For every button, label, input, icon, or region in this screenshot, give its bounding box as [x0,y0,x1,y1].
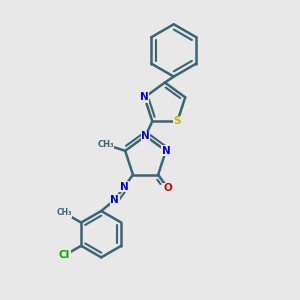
Text: N: N [161,146,170,156]
Text: Cl: Cl [59,250,70,260]
Text: O: O [164,183,172,194]
Text: N: N [140,92,149,102]
Text: N: N [120,182,129,192]
Text: CH₃: CH₃ [98,140,114,149]
Text: S: S [174,116,181,126]
Text: N: N [141,131,150,141]
Text: CH₃: CH₃ [57,208,72,217]
Text: N: N [110,195,119,205]
